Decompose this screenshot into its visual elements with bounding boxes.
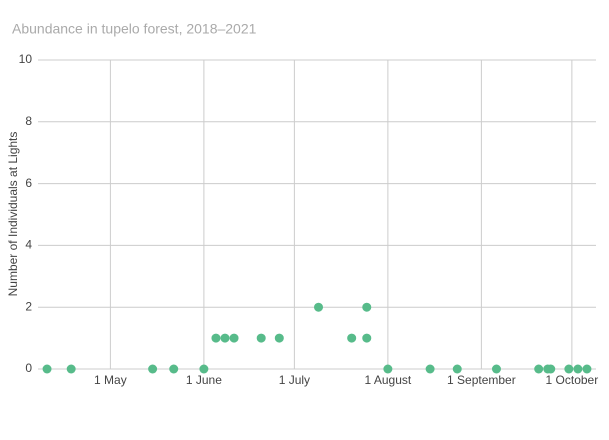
point <box>229 333 239 343</box>
point <box>314 302 324 312</box>
chart-title: Abundance in tupelo forest, 2018–2021 <box>12 21 257 37</box>
y-axis-label: Number of Individuals at Lights <box>6 132 20 297</box>
x-tick-label: 1 June <box>186 373 222 387</box>
y-tick-label: 4 <box>25 238 32 252</box>
point <box>564 364 574 374</box>
x-tick-label: 1 September <box>447 373 516 387</box>
y-tick-label: 8 <box>25 114 32 128</box>
x-tick-label: 1 July <box>279 373 310 387</box>
point <box>169 364 179 374</box>
point <box>256 333 266 343</box>
x-tick-label: 1 May <box>94 373 127 387</box>
point <box>148 364 158 374</box>
point <box>274 333 284 343</box>
y-tick-label: 2 <box>25 299 32 313</box>
point <box>582 364 592 374</box>
y-tick-label: 6 <box>25 176 32 190</box>
point <box>362 333 372 343</box>
point <box>452 364 462 374</box>
x-tick-label: 1 October <box>546 373 599 387</box>
point <box>211 333 221 343</box>
y-tick-label: 10 <box>19 52 33 66</box>
y-tick-label: 0 <box>25 361 32 375</box>
point <box>546 364 556 374</box>
point <box>491 364 501 374</box>
point <box>383 364 393 374</box>
point <box>425 364 435 374</box>
point <box>534 364 544 374</box>
point <box>220 333 230 343</box>
x-tick-label: 1 August <box>365 373 412 387</box>
point <box>66 364 76 374</box>
point <box>573 364 583 374</box>
point <box>362 302 372 312</box>
point <box>42 364 52 374</box>
point <box>199 364 209 374</box>
point <box>347 333 357 343</box>
